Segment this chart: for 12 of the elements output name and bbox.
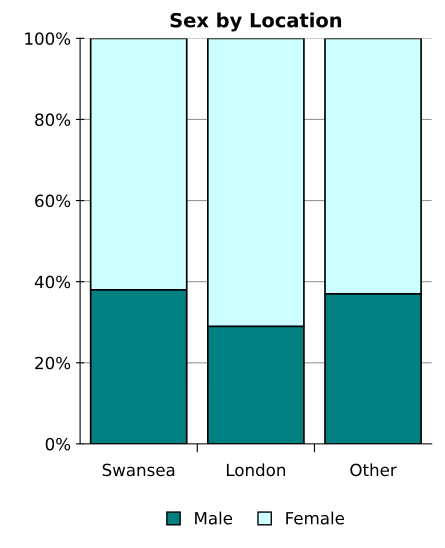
x-tick-label: Swansea	[102, 464, 174, 476]
legend-label: Male	[195, 512, 232, 524]
legend-label: Female	[286, 512, 344, 524]
y-tick-label: 80%	[35, 113, 70, 126]
y-tick-label: 0%	[46, 438, 70, 450]
y-tick-label: 60%	[35, 194, 70, 208]
y-tick-label: 20%	[35, 356, 70, 370]
y-tick-label: 40%	[34, 276, 70, 288]
y-tick-label: 100%	[25, 32, 70, 45]
x-tick-label: Other	[350, 463, 397, 476]
x-tick-label: London	[226, 463, 286, 476]
chart-title: Sex by Location	[170, 12, 342, 32]
